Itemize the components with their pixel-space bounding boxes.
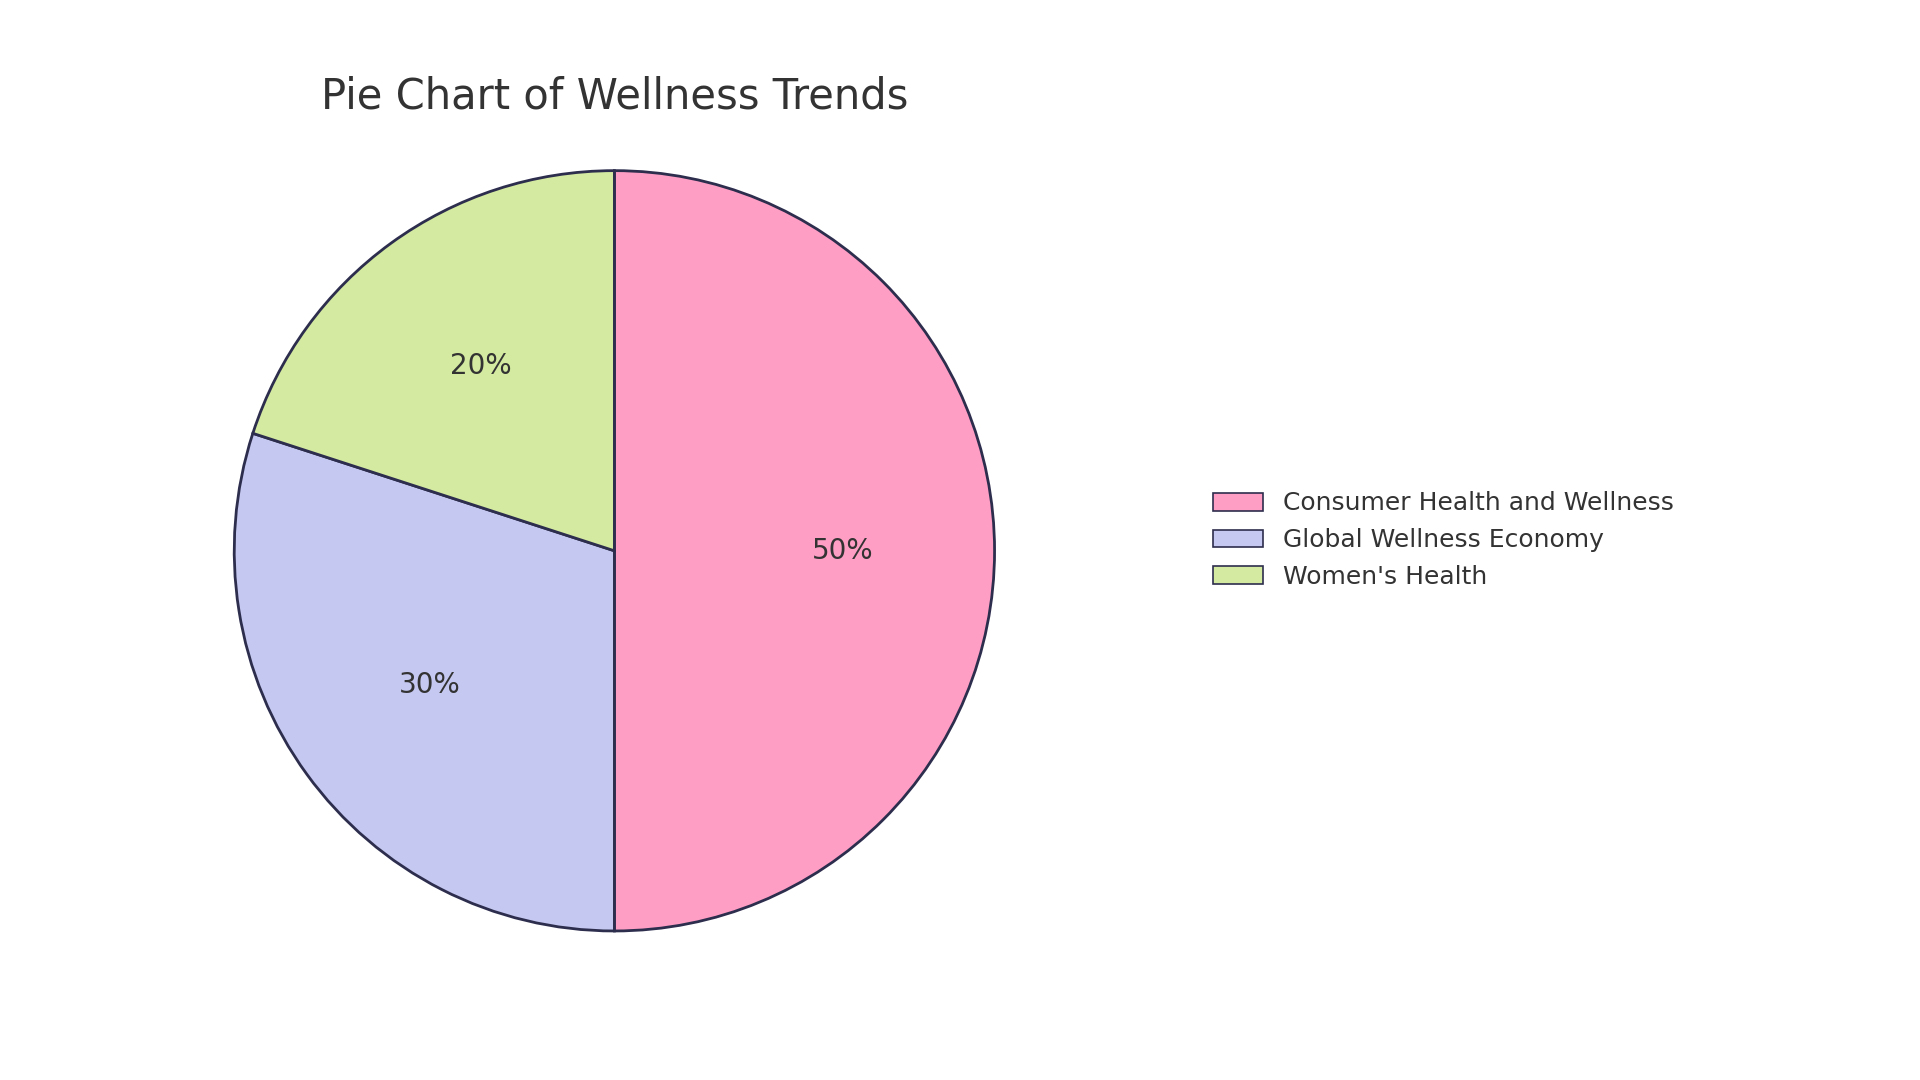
Text: 50%: 50% xyxy=(812,537,874,565)
Text: Pie Chart of Wellness Trends: Pie Chart of Wellness Trends xyxy=(321,76,908,118)
Wedge shape xyxy=(234,433,614,931)
Wedge shape xyxy=(614,171,995,931)
Text: 30%: 30% xyxy=(399,671,461,699)
Wedge shape xyxy=(253,171,614,551)
Text: 20%: 20% xyxy=(449,352,511,380)
Legend: Consumer Health and Wellness, Global Wellness Economy, Women's Health: Consumer Health and Wellness, Global Wel… xyxy=(1204,482,1684,598)
